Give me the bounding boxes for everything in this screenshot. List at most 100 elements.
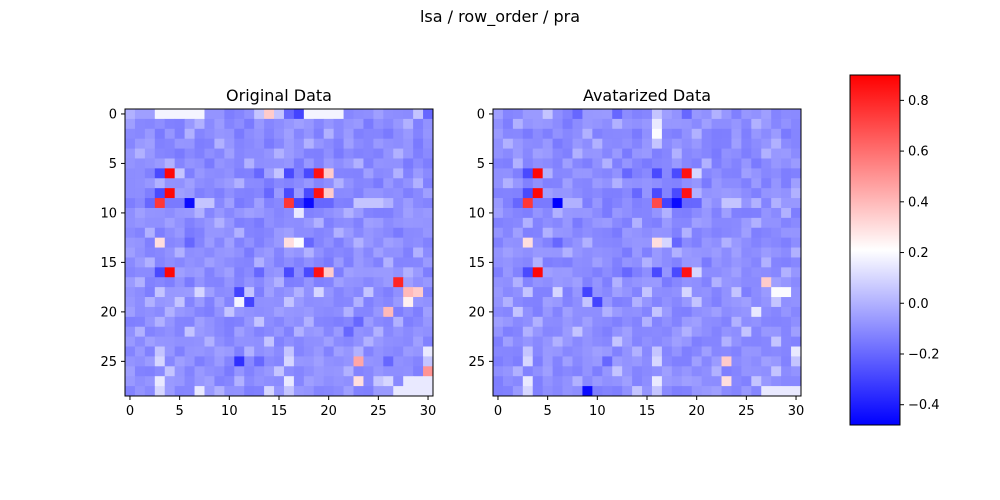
y-tick-label: 20 (100, 305, 117, 320)
heatmap-cell (711, 376, 722, 387)
heatmap-cell (701, 336, 712, 347)
heatmap-cell (512, 267, 524, 278)
heatmap-cell (771, 257, 782, 268)
heatmap-cell (264, 247, 275, 258)
heatmap-cell (313, 178, 325, 189)
heatmap-cell (522, 217, 534, 229)
heatmap-cell (125, 297, 136, 308)
heatmap-cell (154, 386, 166, 397)
heatmap-cell (781, 277, 792, 288)
heatmap-cell (234, 267, 245, 278)
heatmap-cell (612, 237, 623, 248)
heatmap-cell (353, 178, 364, 189)
heatmap-cell (592, 168, 603, 179)
heatmap-cell (741, 247, 752, 258)
heatmap-cell (343, 257, 354, 268)
heatmap-cell (224, 297, 235, 308)
heatmap-cell (403, 316, 414, 328)
heatmap-cell (313, 287, 325, 298)
heatmap-cell (661, 109, 673, 120)
x-tick-label: 0 (494, 404, 502, 419)
heatmap-cell (264, 297, 275, 308)
heatmap-cell (592, 217, 603, 229)
heatmap-cell (234, 346, 245, 357)
heatmap-cell (771, 227, 782, 239)
heatmap-cell (701, 326, 712, 338)
heatmap-cell (572, 336, 583, 347)
heatmap-cell (671, 287, 683, 298)
heatmap-cell (592, 287, 603, 298)
heatmap-cell (264, 207, 275, 219)
heatmap-cell (353, 376, 364, 387)
heatmap-cell (244, 247, 255, 258)
heatmap-cell (493, 287, 504, 298)
heatmap-cell (363, 168, 374, 179)
heatmap-cell (423, 277, 434, 288)
heatmap-cell (572, 306, 583, 318)
heatmap-cell (184, 376, 195, 387)
heatmap-cell (731, 386, 742, 397)
heatmap-cell (333, 148, 344, 159)
heatmap-cell (562, 198, 573, 209)
heatmap-cell (781, 118, 792, 130)
heatmap-cell (502, 306, 514, 318)
heatmap-cell (224, 336, 235, 347)
heatmap-cell (493, 227, 504, 239)
heatmap-cell (622, 386, 633, 397)
heatmap-cell (761, 237, 772, 248)
heatmap-cell (542, 287, 554, 298)
heatmap-cell (423, 326, 434, 338)
heatmap-cell (224, 109, 235, 120)
heatmap-cell (791, 297, 802, 308)
heatmap-cell (582, 257, 593, 268)
x-tick-label: 15 (639, 404, 656, 419)
heatmap-cell (403, 257, 414, 268)
heatmap-cell (423, 386, 434, 397)
heatmap-cell (592, 376, 603, 387)
heatmap-cell (234, 138, 245, 149)
heatmap-cell (144, 118, 156, 130)
heatmap-cell (214, 336, 225, 347)
heatmap-cell (612, 366, 623, 377)
heatmap-cell (204, 198, 215, 209)
heatmap-cell (612, 109, 623, 120)
heatmap-cell (542, 237, 554, 248)
heatmap-cell (283, 178, 295, 189)
heatmap-cell (323, 178, 335, 189)
heatmap-cell (303, 326, 315, 338)
heatmap-cell (651, 128, 663, 140)
heatmap-cell (681, 287, 693, 298)
heatmap-cell (274, 277, 285, 288)
heatmap-cell (681, 138, 693, 149)
heatmap-cell (731, 168, 742, 179)
heatmap-cell (413, 188, 424, 199)
heatmap-cell (224, 227, 235, 239)
heatmap-cell (493, 128, 504, 140)
heatmap-cell (572, 267, 583, 278)
heatmap-cell (303, 148, 315, 159)
heatmap-cell (244, 188, 255, 199)
heatmap-cell (363, 247, 374, 258)
heatmap-cell (532, 168, 544, 179)
heatmap-cell (343, 326, 354, 338)
heatmap-cell (363, 198, 374, 209)
heatmap-cell (383, 336, 394, 347)
heatmap-cell (731, 277, 742, 288)
heatmap-cell (264, 366, 275, 377)
heatmap-cell (661, 336, 673, 347)
heatmap-cell (184, 386, 195, 397)
heatmap-cell (781, 376, 792, 387)
heatmap-cell (502, 336, 514, 347)
heatmap-cell (323, 217, 335, 229)
heatmap-cell (164, 217, 176, 229)
heatmap-cell (681, 376, 693, 387)
heatmap-cell (353, 128, 364, 140)
heatmap-cell (781, 217, 792, 229)
heatmap-cell (542, 158, 554, 169)
heatmap-cell (154, 178, 166, 189)
heatmap-cell (681, 217, 693, 229)
heatmap-cell (323, 386, 335, 397)
heatmap-cell (512, 188, 524, 199)
heatmap-cell (661, 237, 673, 248)
heatmap-cell (393, 198, 404, 209)
